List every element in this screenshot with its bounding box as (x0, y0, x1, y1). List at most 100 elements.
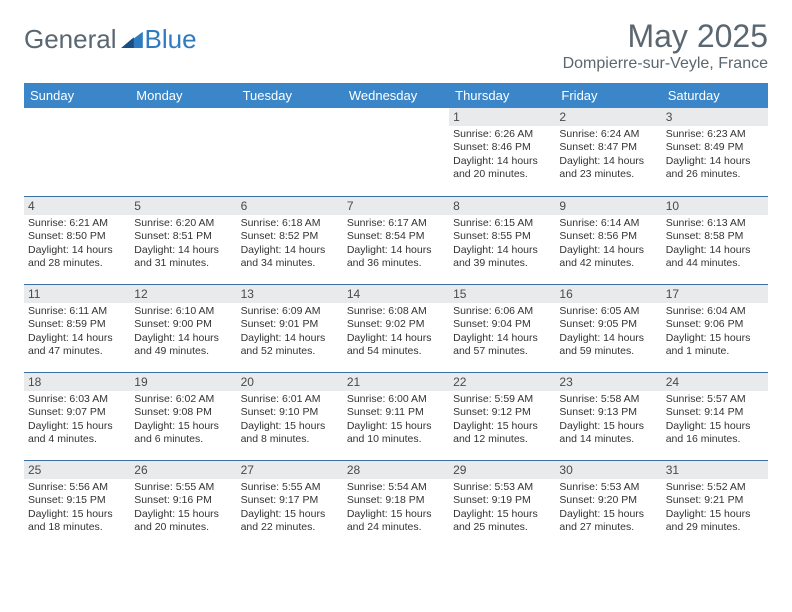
day-daylight1: Daylight: 15 hours (241, 508, 339, 521)
day-daylight2: and 39 minutes. (453, 257, 551, 270)
day-sunset: Sunset: 8:52 PM (241, 230, 339, 243)
day-daylight1: Daylight: 15 hours (134, 508, 232, 521)
day-daylight2: and 31 minutes. (134, 257, 232, 270)
day-daylight2: and 28 minutes. (28, 257, 126, 270)
day-info: Sunrise: 6:02 AMSunset: 9:08 PMDaylight:… (134, 393, 232, 447)
day-of-week-row: Sunday Monday Tuesday Wednesday Thursday… (24, 83, 768, 108)
day-info: Sunrise: 6:06 AMSunset: 9:04 PMDaylight:… (453, 305, 551, 359)
day-daylight2: and 1 minute. (666, 345, 764, 358)
dow-header: Monday (130, 83, 236, 108)
day-sunset: Sunset: 8:56 PM (559, 230, 657, 243)
day-sunrise: Sunrise: 6:01 AM (241, 393, 339, 406)
day-daylight1: Daylight: 14 hours (453, 332, 551, 345)
day-info: Sunrise: 5:55 AMSunset: 9:17 PMDaylight:… (241, 481, 339, 535)
calendar-day-cell (237, 108, 343, 196)
calendar-week-row: 18Sunrise: 6:03 AMSunset: 9:07 PMDayligh… (24, 372, 768, 460)
day-daylight2: and 6 minutes. (134, 433, 232, 446)
day-number: 24 (662, 372, 768, 391)
day-number: 15 (449, 284, 555, 303)
day-sunset: Sunset: 9:02 PM (347, 318, 445, 331)
day-daylight2: and 24 minutes. (347, 521, 445, 534)
day-sunset: Sunset: 8:59 PM (28, 318, 126, 331)
dow-header: Tuesday (237, 83, 343, 108)
day-info: Sunrise: 5:55 AMSunset: 9:16 PMDaylight:… (134, 481, 232, 535)
day-daylight2: and 12 minutes. (453, 433, 551, 446)
calendar-week-row: 4 Sunrise: 6:21 AMSunset: 8:50 PMDaylight… (24, 196, 768, 284)
calendar-day-cell: 20Sunrise: 6:01 AMSunset: 9:10 PMDayligh… (237, 372, 343, 460)
brand-triangle-icon (121, 30, 143, 48)
day-number: 31 (662, 460, 768, 479)
day-sunset: Sunset: 8:54 PM (347, 230, 445, 243)
calendar-week-row: 1Sunrise: 6:26 AMSunset: 8:46 PMDaylight… (24, 108, 768, 196)
day-number: 5 (130, 196, 236, 215)
day-number: 6 (237, 196, 343, 215)
day-daylight1: Daylight: 14 hours (134, 332, 232, 345)
day-sunrise: Sunrise: 5:52 AM (666, 481, 764, 494)
calendar-day-cell: 15 Sunrise: 6:06 AMSunset: 9:04 PMDayligh… (449, 284, 555, 372)
day-number: 25 (24, 460, 130, 479)
day-sunset: Sunset: 9:17 PM (241, 494, 339, 507)
day-sunset: Sunset: 8:58 PM (666, 230, 764, 243)
calendar-day-cell: 2Sunrise: 6:24 AMSunset: 8:47 PMDaylight… (555, 108, 661, 196)
day-info: Sunrise: 6:21 AMSunset: 8:50 PMDaylight:… (28, 217, 126, 271)
day-daylight2: and 54 minutes. (347, 345, 445, 358)
calendar-day-cell: 30Sunrise: 5:53 AMSunset: 9:20 PMDayligh… (555, 460, 661, 548)
day-daylight2: and 29 minutes. (666, 521, 764, 534)
calendar-day-cell: 28Sunrise: 5:54 AMSunset: 9:18 PMDayligh… (343, 460, 449, 548)
day-info: Sunrise: 6:20 AMSunset: 8:51 PMDaylight:… (134, 217, 232, 271)
calendar-day-cell: 4 Sunrise: 6:21 AMSunset: 8:50 PMDaylight… (24, 196, 130, 284)
day-number: 7 (343, 196, 449, 215)
day-info: Sunrise: 6:24 AMSunset: 8:47 PMDaylight:… (559, 128, 657, 182)
day-daylight1: Daylight: 14 hours (453, 155, 551, 168)
day-info: Sunrise: 6:26 AMSunset: 8:46 PMDaylight:… (453, 128, 551, 182)
calendar-day-cell: 25Sunrise: 5:56 AMSunset: 9:15 PMDayligh… (24, 460, 130, 548)
day-sunrise: Sunrise: 5:57 AM (666, 393, 764, 406)
day-sunrise: Sunrise: 5:53 AM (453, 481, 551, 494)
day-info: Sunrise: 6:00 AMSunset: 9:11 PMDaylight:… (347, 393, 445, 447)
day-daylight1: Daylight: 15 hours (28, 508, 126, 521)
day-daylight2: and 26 minutes. (666, 168, 764, 181)
day-daylight1: Daylight: 14 hours (241, 244, 339, 257)
day-number: 17 (662, 284, 768, 303)
day-number: 3 (662, 108, 768, 126)
day-daylight2: and 20 minutes. (134, 521, 232, 534)
location-subtitle: Dompierre-sur-Veyle, France (563, 55, 768, 73)
day-daylight1: Daylight: 15 hours (347, 420, 445, 433)
day-daylight2: and 16 minutes. (666, 433, 764, 446)
day-sunset: Sunset: 9:00 PM (134, 318, 232, 331)
day-sunrise: Sunrise: 6:06 AM (453, 305, 551, 318)
day-sunset: Sunset: 9:15 PM (28, 494, 126, 507)
day-sunrise: Sunrise: 6:02 AM (134, 393, 232, 406)
day-sunset: Sunset: 9:04 PM (453, 318, 551, 331)
title-block: May 2025 Dompierre-sur-Veyle, France (563, 18, 768, 73)
calendar-day-cell (130, 108, 236, 196)
day-sunrise: Sunrise: 6:18 AM (241, 217, 339, 230)
day-number: 19 (130, 372, 236, 391)
day-number: 4 (24, 196, 130, 215)
day-daylight1: Daylight: 14 hours (347, 332, 445, 345)
day-number: 28 (343, 460, 449, 479)
day-daylight2: and 47 minutes. (28, 345, 126, 358)
day-daylight2: and 42 minutes. (559, 257, 657, 270)
day-info: Sunrise: 5:53 AMSunset: 9:19 PMDaylight:… (453, 481, 551, 535)
day-sunset: Sunset: 9:13 PM (559, 406, 657, 419)
day-daylight1: Daylight: 14 hours (241, 332, 339, 345)
calendar-week-row: 11Sunrise: 6:11 AMSunset: 8:59 PMDayligh… (24, 284, 768, 372)
day-sunrise: Sunrise: 5:55 AM (241, 481, 339, 494)
day-daylight2: and 18 minutes. (28, 521, 126, 534)
calendar-day-cell: 11Sunrise: 6:11 AMSunset: 8:59 PMDayligh… (24, 284, 130, 372)
day-sunset: Sunset: 9:18 PM (347, 494, 445, 507)
day-sunrise: Sunrise: 6:05 AM (559, 305, 657, 318)
day-sunset: Sunset: 8:47 PM (559, 141, 657, 154)
calendar-day-cell: 26Sunrise: 5:55 AMSunset: 9:16 PMDayligh… (130, 460, 236, 548)
day-sunrise: Sunrise: 6:13 AM (666, 217, 764, 230)
calendar-day-cell: 23Sunrise: 5:58 AMSunset: 9:13 PMDayligh… (555, 372, 661, 460)
day-info: Sunrise: 6:17 AMSunset: 8:54 PMDaylight:… (347, 217, 445, 271)
calendar-day-cell: 7 Sunrise: 6:17 AMSunset: 8:54 PMDaylight… (343, 196, 449, 284)
calendar-day-cell: 18Sunrise: 6:03 AMSunset: 9:07 PMDayligh… (24, 372, 130, 460)
day-daylight1: Daylight: 14 hours (28, 244, 126, 257)
day-sunrise: Sunrise: 6:24 AM (559, 128, 657, 141)
day-sunset: Sunset: 9:01 PM (241, 318, 339, 331)
day-sunset: Sunset: 8:49 PM (666, 141, 764, 154)
calendar-day-cell: 19 Sunrise: 6:02 AMSunset: 9:08 PMDayligh… (130, 372, 236, 460)
